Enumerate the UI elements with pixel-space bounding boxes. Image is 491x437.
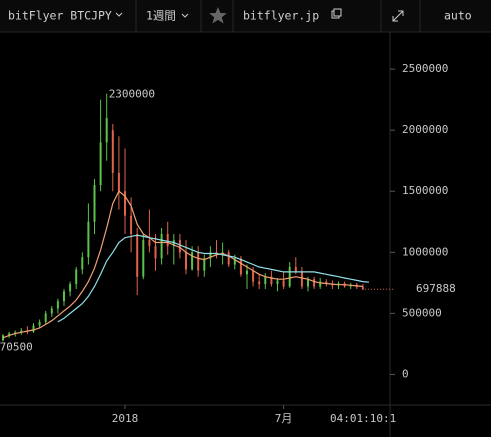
interval-button[interactable]: 1週間: [146, 9, 176, 23]
candle-body: [270, 276, 273, 285]
x-tick-label: 2018: [112, 412, 139, 425]
candle-body: [361, 287, 364, 290]
candle-body: [246, 270, 248, 275]
candle-body: [93, 185, 96, 222]
candle-body: [81, 257, 84, 270]
candle-body: [75, 269, 78, 285]
candle-body: [276, 280, 279, 285]
candle-body: [172, 240, 175, 247]
y-tick-label: 2500000: [402, 62, 448, 75]
candle-body: [38, 321, 41, 326]
y-tick-label: 2000000: [402, 123, 448, 136]
candle-body: [197, 252, 200, 271]
last-price-label: 697888: [416, 282, 456, 295]
external-icon[interactable]: [331, 8, 342, 19]
candle-body: [111, 130, 114, 173]
candle-body: [148, 240, 151, 247]
candle-body: [166, 233, 169, 247]
candle-body: [325, 281, 328, 285]
candle-body: [32, 325, 35, 332]
site-link[interactable]: bitflyer.jp: [243, 9, 319, 23]
candle-body: [142, 240, 145, 277]
candle-body: [252, 270, 255, 282]
candle-body: [258, 281, 261, 285]
candle-body: [264, 276, 267, 285]
candle-body: [117, 172, 120, 192]
fullscreen-icon[interactable]: [392, 10, 404, 22]
moving-average: [2, 190, 363, 339]
candle-body: [233, 258, 236, 265]
candle-body: [130, 215, 133, 234]
candle-body: [63, 291, 65, 302]
dropdown-icon: [115, 12, 123, 17]
candle-body: [282, 280, 285, 287]
candle-body: [154, 246, 157, 259]
high-annotation: 2300000: [109, 88, 155, 101]
candle-body: [69, 284, 72, 292]
candle-body: [160, 233, 163, 259]
scale-button[interactable]: auto: [444, 9, 472, 23]
candle-body: [319, 281, 322, 287]
candle-body: [288, 266, 291, 287]
candle-body: [50, 308, 53, 314]
candle-body: [307, 279, 309, 287]
candle-body: [191, 252, 194, 270]
candle-body: [209, 252, 212, 259]
symbol-button[interactable]: bitFlyer BTCJPY: [8, 9, 112, 23]
candle-body: [124, 191, 126, 216]
favorite-icon[interactable]: [209, 7, 227, 24]
candle-body: [2, 335, 4, 341]
y-tick-label: 500000: [402, 306, 442, 319]
candle-body: [87, 221, 90, 258]
candle-body: [203, 258, 206, 271]
candle-body: [313, 279, 316, 287]
candle-body: [56, 301, 59, 309]
x-tick-label: 7月: [275, 412, 293, 425]
y-tick-label: 1000000: [402, 245, 448, 258]
dropdown-icon: [181, 13, 189, 18]
countdown: 04:01:10:1: [330, 412, 396, 425]
candle-body: [8, 333, 11, 336]
candle-body: [20, 330, 23, 333]
y-tick-label: 0: [402, 367, 409, 380]
candle-body: [185, 252, 187, 270]
candle-body: [300, 271, 303, 287]
moving-average: [57, 234, 370, 323]
candle-body: [105, 117, 108, 143]
candle-body: [44, 313, 47, 322]
candle-body: [136, 233, 139, 277]
toolbar: [0, 0, 491, 32]
candle-body: [294, 266, 297, 272]
candle-body: [99, 142, 102, 186]
candle-body: [239, 258, 242, 275]
candle-body: [227, 252, 230, 265]
low-annotation: 270500: [0, 340, 33, 353]
y-tick-label: 1500000: [402, 184, 448, 197]
candle-body: [178, 240, 181, 253]
